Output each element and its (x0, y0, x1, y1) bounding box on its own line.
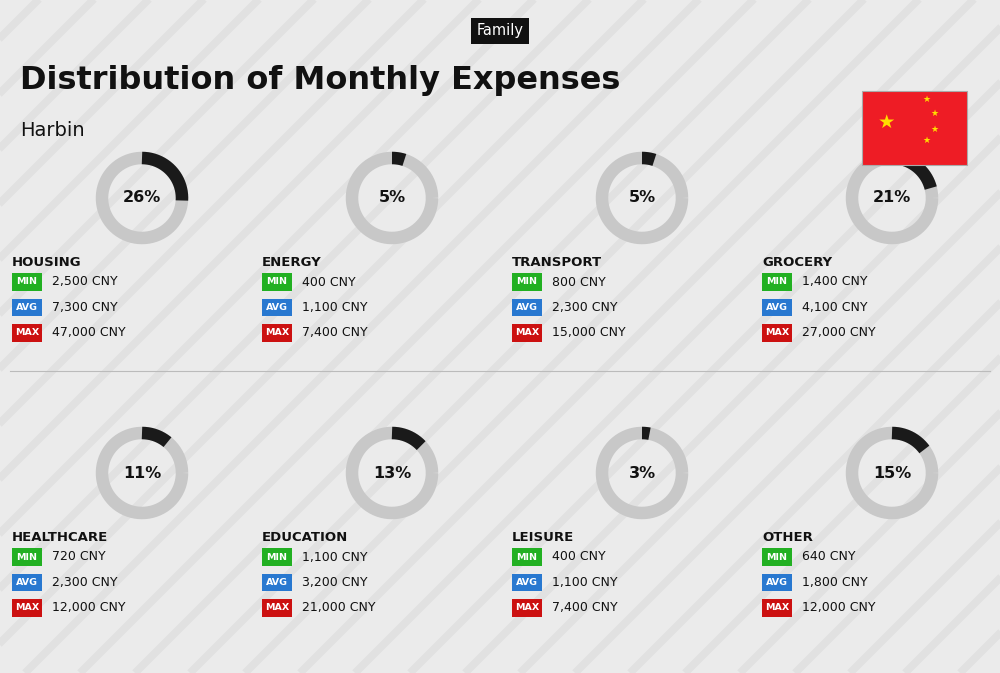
FancyBboxPatch shape (762, 548, 792, 566)
FancyBboxPatch shape (262, 299, 292, 316)
FancyBboxPatch shape (262, 548, 292, 566)
FancyBboxPatch shape (762, 599, 792, 616)
Text: MIN: MIN (266, 553, 288, 561)
Text: 400 CNY: 400 CNY (302, 275, 356, 289)
Text: Distribution of Monthly Expenses: Distribution of Monthly Expenses (20, 65, 620, 96)
Text: TRANSPORT: TRANSPORT (512, 256, 602, 269)
Text: 2,500 CNY: 2,500 CNY (52, 275, 118, 289)
Text: 640 CNY: 640 CNY (802, 551, 856, 563)
FancyBboxPatch shape (512, 548, 542, 566)
FancyBboxPatch shape (762, 299, 792, 316)
FancyBboxPatch shape (762, 324, 792, 342)
Text: 13%: 13% (373, 466, 411, 481)
Text: 1,800 CNY: 1,800 CNY (802, 576, 868, 589)
Text: 27,000 CNY: 27,000 CNY (802, 326, 876, 339)
Text: MAX: MAX (15, 604, 39, 612)
Text: 15,000 CNY: 15,000 CNY (552, 326, 626, 339)
Text: MIN: MIN (16, 553, 37, 561)
Text: ★: ★ (922, 136, 930, 145)
FancyBboxPatch shape (512, 273, 542, 291)
Text: 4,100 CNY: 4,100 CNY (802, 301, 868, 314)
Text: 1,400 CNY: 1,400 CNY (802, 275, 868, 289)
Text: MAX: MAX (765, 604, 789, 612)
Text: MAX: MAX (265, 328, 289, 337)
Text: MIN: MIN (767, 277, 788, 287)
Text: OTHER: OTHER (762, 531, 813, 544)
Text: 26%: 26% (123, 190, 161, 205)
FancyBboxPatch shape (12, 299, 42, 316)
Text: ★: ★ (930, 109, 939, 118)
FancyBboxPatch shape (262, 574, 292, 592)
Text: MAX: MAX (265, 604, 289, 612)
Text: MIN: MIN (516, 277, 538, 287)
Text: ENERGY: ENERGY (262, 256, 322, 269)
FancyBboxPatch shape (862, 91, 967, 165)
Text: 400 CNY: 400 CNY (552, 551, 606, 563)
Text: 800 CNY: 800 CNY (552, 275, 606, 289)
Text: AVG: AVG (266, 303, 288, 312)
Text: 1,100 CNY: 1,100 CNY (552, 576, 617, 589)
Text: 7,400 CNY: 7,400 CNY (302, 326, 368, 339)
FancyBboxPatch shape (762, 574, 792, 592)
Text: ★: ★ (922, 96, 930, 104)
Text: 1,100 CNY: 1,100 CNY (302, 301, 368, 314)
Text: HEALTHCARE: HEALTHCARE (12, 531, 108, 544)
Text: 3,200 CNY: 3,200 CNY (302, 576, 368, 589)
Text: MIN: MIN (767, 553, 788, 561)
Text: 21,000 CNY: 21,000 CNY (302, 602, 376, 614)
Text: 47,000 CNY: 47,000 CNY (52, 326, 126, 339)
Text: AVG: AVG (766, 303, 788, 312)
Text: HOUSING: HOUSING (12, 256, 82, 269)
Text: AVG: AVG (516, 303, 538, 312)
Text: MIN: MIN (266, 277, 288, 287)
Text: 7,400 CNY: 7,400 CNY (552, 602, 618, 614)
FancyBboxPatch shape (12, 599, 42, 616)
FancyBboxPatch shape (12, 548, 42, 566)
FancyBboxPatch shape (512, 299, 542, 316)
Text: Harbin: Harbin (20, 122, 85, 141)
Text: 12,000 CNY: 12,000 CNY (802, 602, 876, 614)
Text: MIN: MIN (16, 277, 37, 287)
Text: AVG: AVG (516, 578, 538, 587)
Text: MIN: MIN (516, 553, 538, 561)
Text: 7,300 CNY: 7,300 CNY (52, 301, 118, 314)
Text: 21%: 21% (873, 190, 911, 205)
FancyBboxPatch shape (512, 574, 542, 592)
Text: ★: ★ (930, 125, 939, 134)
Text: 11%: 11% (123, 466, 161, 481)
Text: AVG: AVG (16, 303, 38, 312)
Text: ★: ★ (877, 112, 895, 132)
Text: Family: Family (477, 24, 524, 38)
Text: AVG: AVG (16, 578, 38, 587)
Text: LEISURE: LEISURE (512, 531, 574, 544)
FancyBboxPatch shape (512, 324, 542, 342)
Text: 5%: 5% (378, 190, 406, 205)
FancyBboxPatch shape (262, 324, 292, 342)
FancyBboxPatch shape (262, 273, 292, 291)
Text: 720 CNY: 720 CNY (52, 551, 106, 563)
Text: EDUCATION: EDUCATION (262, 531, 348, 544)
Text: GROCERY: GROCERY (762, 256, 832, 269)
Text: MAX: MAX (515, 328, 539, 337)
Text: 2,300 CNY: 2,300 CNY (52, 576, 118, 589)
Text: 2,300 CNY: 2,300 CNY (552, 301, 617, 314)
FancyBboxPatch shape (12, 273, 42, 291)
FancyBboxPatch shape (12, 324, 42, 342)
Text: AVG: AVG (266, 578, 288, 587)
FancyBboxPatch shape (762, 273, 792, 291)
Text: 3%: 3% (628, 466, 656, 481)
FancyBboxPatch shape (12, 574, 42, 592)
FancyBboxPatch shape (262, 599, 292, 616)
FancyBboxPatch shape (512, 599, 542, 616)
Text: 5%: 5% (628, 190, 656, 205)
Text: MAX: MAX (515, 604, 539, 612)
Text: 12,000 CNY: 12,000 CNY (52, 602, 126, 614)
Text: AVG: AVG (766, 578, 788, 587)
Text: MAX: MAX (15, 328, 39, 337)
Text: 1,100 CNY: 1,100 CNY (302, 551, 368, 563)
Text: 15%: 15% (873, 466, 911, 481)
Text: MAX: MAX (765, 328, 789, 337)
